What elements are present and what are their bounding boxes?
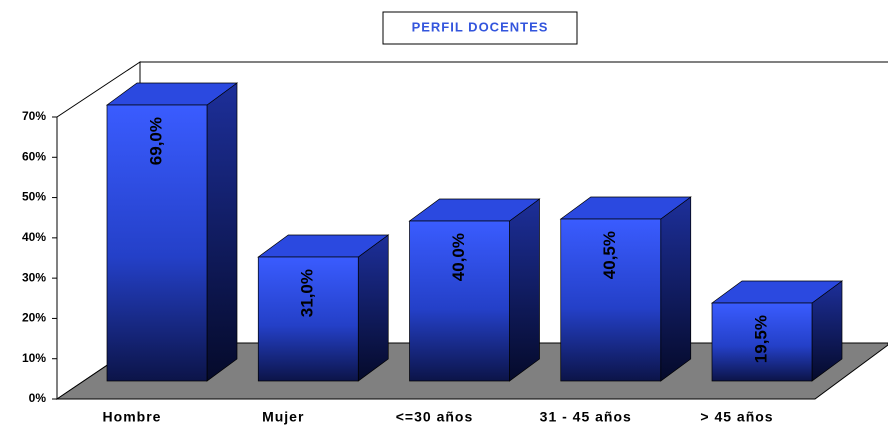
bar-side: [206, 82, 238, 382]
bar: [560, 218, 662, 382]
x-tick-label: 31 - 45 años: [540, 409, 632, 425]
y-tick-label: 10%: [22, 351, 46, 365]
x-tick-label: Hombre: [103, 409, 162, 425]
bar: [257, 256, 359, 382]
x-tick-label: Mujer: [262, 409, 304, 425]
y-tick-label: 50%: [22, 190, 46, 204]
x-tick-label: > 45 años: [700, 409, 773, 425]
bar: [409, 220, 510, 382]
data-label: 40,0%: [449, 233, 468, 281]
bar-side: [660, 196, 692, 382]
bar: [711, 302, 813, 382]
data-label: 40,5%: [600, 231, 619, 279]
y-tick-label: 60%: [22, 149, 46, 163]
data-label: 31,0%: [298, 269, 317, 317]
y-tick-label: 30%: [22, 270, 46, 284]
chart-title: PERFIL DOCENTES: [412, 19, 549, 34]
data-label: 69,0%: [146, 117, 165, 165]
bar-side: [509, 198, 540, 382]
y-tick-label: 0%: [29, 391, 47, 405]
y-tick-label: 40%: [22, 230, 46, 244]
bar: [106, 104, 208, 382]
title-box: [382, 11, 578, 45]
x-tick-label: <=30 años: [396, 409, 474, 425]
bar-side: [357, 234, 389, 382]
y-tick-label: 70%: [22, 109, 46, 123]
data-label: 19,5%: [751, 315, 770, 363]
y-tick-label: 20%: [22, 311, 46, 325]
